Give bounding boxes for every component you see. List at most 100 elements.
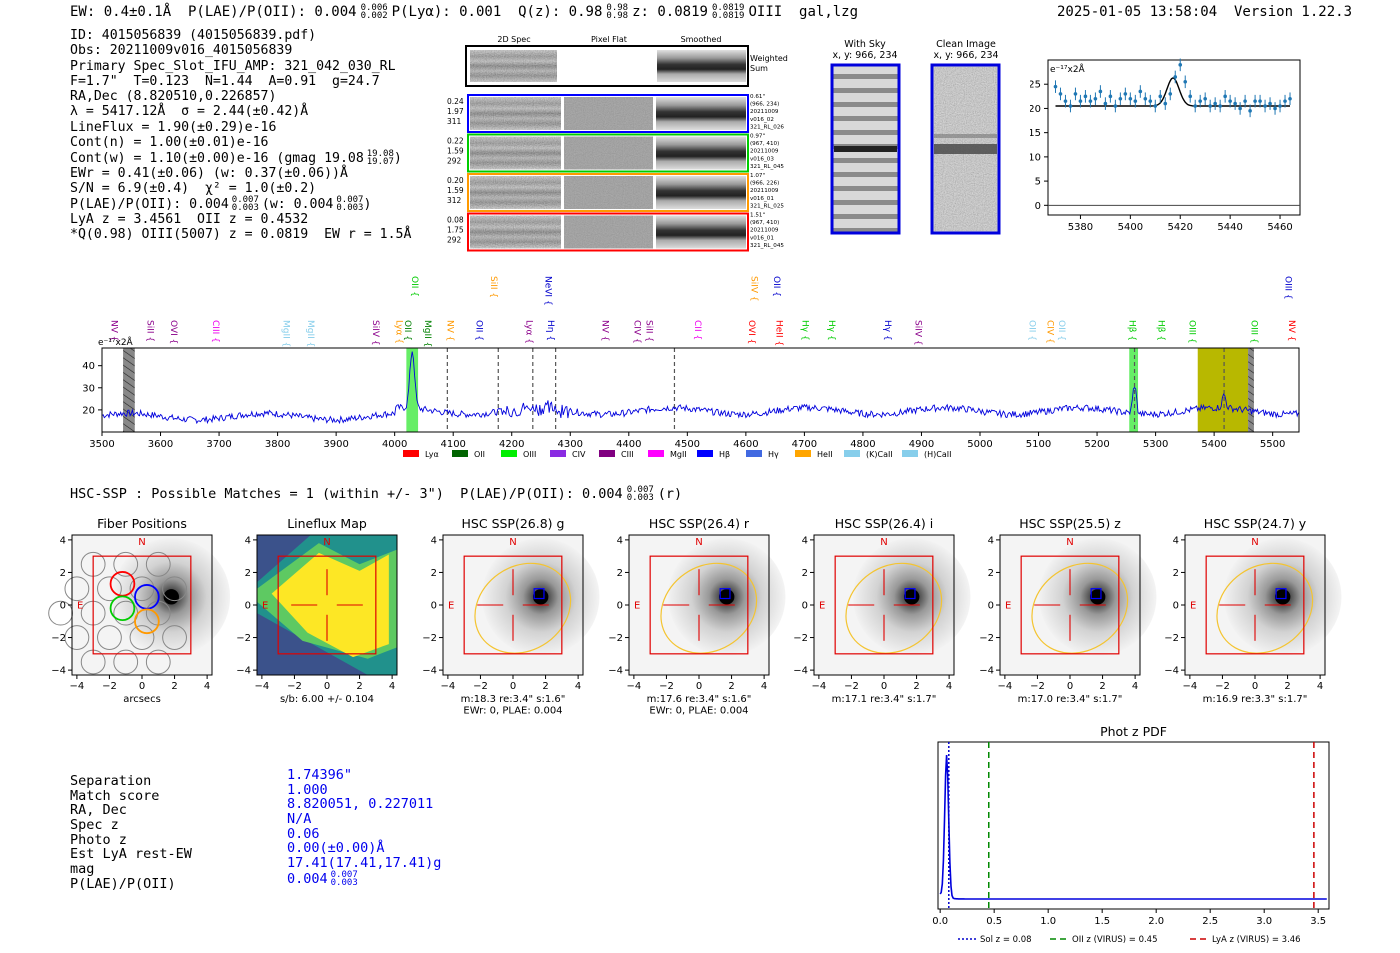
fiber-strip-smooth-3	[656, 215, 746, 249]
panel-0-xtick-label-0: −4	[70, 681, 85, 692]
pdf-xtick-label-7: 3.5	[1310, 916, 1326, 927]
compass-n-0: N	[138, 537, 145, 548]
info-radec: RA,Dec (8.820510,0.226857)	[70, 89, 277, 105]
pdf-xtick-label-6: 3.0	[1256, 916, 1272, 927]
match-box-6	[1275, 588, 1287, 600]
match-value-plae-text: 0.004	[287, 870, 328, 887]
line-label-23: SiIV {	[913, 320, 923, 346]
match-values: 1.74396" 1.000 8.820051, 0.227011 N/A 0.…	[287, 768, 442, 888]
line-label-27: Hβ {	[1126, 320, 1136, 341]
legend-swatch-7	[746, 450, 762, 457]
fiber-strip-2d-noise-0	[470, 97, 561, 130]
with-sky-source-row	[834, 146, 897, 152]
panel-1-xtick-label-3: 2	[356, 681, 362, 692]
pdf-xtick-label-1: 0.5	[986, 916, 1002, 927]
aperture-box-3	[649, 555, 749, 655]
line-label-15: CIV {	[632, 320, 642, 344]
info-cont-n: Cont(n) = 1.00(±0.01)e-16	[70, 135, 269, 151]
panel-3-xtick-label-3: 2	[728, 681, 734, 692]
legend-label-0: Lyα	[425, 450, 439, 459]
fiber-strip-right-3-0: 1.51"	[750, 213, 765, 219]
fiber-strip-flat-noise-2	[564, 176, 653, 209]
panel-3-ytick-label-2: 0	[617, 601, 623, 612]
legend-swatch-0	[403, 450, 419, 457]
panel-0-ytick-label-1: −2	[51, 633, 66, 644]
hsc-title-sup: 0.007	[626, 485, 654, 495]
fiber-strip-right-2-0: 1.07"	[750, 173, 765, 179]
clean-image-title: Clean Image	[936, 39, 996, 50]
fiber-strip-left-3-0: 0.08	[447, 216, 464, 225]
panel-4-ytick-label-2: 0	[802, 601, 808, 612]
fiber-strip-2d-noise-2	[470, 176, 561, 209]
line-label-16: SiII {	[643, 320, 653, 342]
zoom-point-35	[1228, 99, 1232, 103]
header-plae-sub: 0.002	[360, 11, 388, 21]
line-label-8: OII {	[402, 320, 412, 341]
panel-5-xtick-label-3: 2	[1099, 681, 1105, 692]
zoom-point-16	[1133, 99, 1138, 103]
line-label-5: MgII {	[305, 320, 315, 347]
match-value-radec: 8.820051, 0.227011	[287, 796, 434, 813]
zoom-point-0	[1053, 84, 1058, 89]
panel-0-xtick-label-1: −2	[102, 681, 117, 692]
match-box-4	[904, 588, 916, 600]
panel-4-ytick-label-0: −4	[793, 666, 808, 677]
zoom-xtick-label-0: 5380	[1068, 222, 1093, 233]
hsc-title-sub: 0.003	[626, 493, 654, 503]
full-spectrum-chart: e⁻¹⁷x2Å 20 30 40 3500 3600 3700 3800 3900 4000 410…	[82, 276, 1300, 459]
info-plae-text: P(LAE)/P(OII): 0.004	[70, 197, 229, 213]
full-ytick-label-2: 40	[82, 361, 95, 372]
fiber-strip-right-3-4: 321_RL_045	[750, 243, 784, 249]
legend-swatch-6	[697, 450, 713, 457]
panel-4-ytick-label-1: −2	[793, 633, 808, 644]
info-fiber-stats: F=1.7" T=0.123 N=1.44 A=0.91 g=24.7	[70, 73, 380, 89]
fiber-circle-1	[129, 576, 155, 602]
legend-swatch-2	[501, 450, 517, 457]
info-plae-sub: 0.003	[231, 203, 259, 214]
compass-e-1: E	[262, 600, 268, 611]
zoom-point-26	[1183, 79, 1188, 84]
fiber-strip-right-2-3: v016_01	[750, 196, 774, 202]
zoom-point-12	[1113, 104, 1118, 108]
fiber-strip-right-0-2: 20211009	[750, 109, 779, 115]
zoom-point-30	[1203, 96, 1207, 101]
match-value-mag: 17.41(17.41,17.41)g	[287, 855, 442, 872]
match-box-5	[1090, 588, 1102, 600]
panel-3-ytick-label-1: −2	[608, 633, 623, 644]
fiber-circle-8	[162, 625, 187, 650]
match-value-photoz: 0.06	[287, 825, 320, 842]
lineflux-yellow	[271, 552, 389, 658]
zoom-ytick-label-3: 15	[1030, 128, 1041, 139]
full-xtick-label-16: 5100	[1026, 439, 1051, 450]
zoom-point-22	[1163, 101, 1168, 106]
full-bg	[102, 348, 1299, 432]
panel-1-xtick-label-2: 0	[324, 681, 330, 692]
line-label-upper-2: NeVI {	[543, 276, 553, 306]
col-title-pixel-flat: Pixel Flat	[591, 35, 627, 44]
info-plae-w-sup: 0.007	[336, 195, 364, 206]
zoom-point-24	[1173, 75, 1178, 79]
zoom-point-28	[1193, 104, 1198, 108]
panel-4-xtick-label-3: 2	[913, 681, 919, 692]
primary-fiber-3	[134, 608, 160, 635]
zoom-point-10	[1103, 101, 1108, 106]
line-label-19: HeII {	[773, 320, 783, 346]
panel-3-xtick-label-0: −4	[627, 681, 642, 692]
panel-4-xtick-label-1: −2	[844, 681, 859, 692]
line-label-1: SiII {	[145, 320, 155, 342]
info-gmag-sup: 19.08	[366, 149, 394, 160]
legend-label-9: (K)CaII	[866, 450, 893, 459]
fiber-strip-flat-noise-3	[564, 215, 653, 249]
match-label-separation: Separation	[70, 773, 152, 789]
panel-6-ytick-label-2: 0	[1173, 601, 1179, 612]
panel-caption-4-0: m:17.1 re:3.4" s:1.7"	[832, 694, 937, 705]
pdf-curve	[939, 755, 1327, 900]
header-z-tail: OIII gal,lzg	[748, 4, 859, 20]
panel-5-xtick-label-2: 0	[1067, 681, 1073, 692]
col-title-2d-spec: 2D Spec	[497, 35, 530, 44]
panel-6-xtick-label-3: 2	[1284, 681, 1290, 692]
zoom-point-6	[1083, 94, 1088, 99]
info-ewr: EWr = 0.41(±0.06) (w: 0.37(±0.06))Å	[70, 165, 348, 181]
clean-image	[930, 63, 1001, 235]
legend-label-8: HeII	[817, 450, 833, 459]
